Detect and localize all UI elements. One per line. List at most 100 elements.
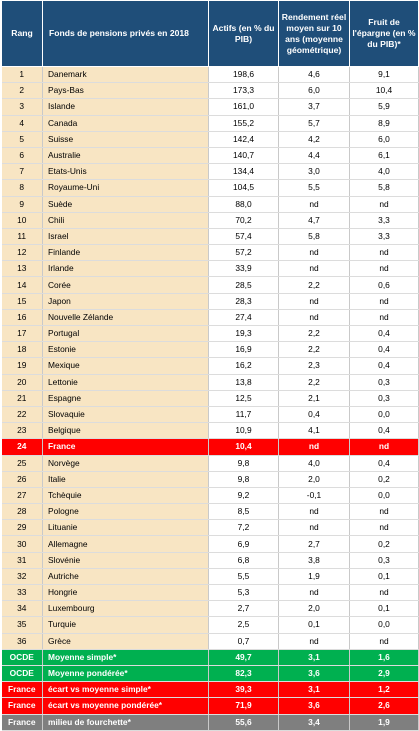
cell-rank: 19: [1, 357, 43, 375]
cell-savings: 8,9: [349, 115, 419, 132]
cell-savings: nd: [349, 309, 419, 327]
cell-assets: 2,7: [208, 600, 279, 618]
cell-savings: nd: [349, 519, 419, 537]
cell-savings: 0,0: [349, 616, 419, 634]
cell-assets: 16,2: [208, 357, 279, 375]
cell-savings: 0,0: [349, 406, 419, 424]
cell-assets: 82,3: [208, 665, 279, 683]
cell-savings: 1,6: [349, 649, 419, 666]
cell-name: Tchèquie: [42, 487, 209, 505]
table-row: France écart vs moyenne simple* 39,3 3,1 1,2: [1, 681, 419, 699]
cell-rank: 24: [1, 438, 43, 456]
cell-yield: 4,1: [278, 422, 350, 440]
table-row: 16 Nouvelle Zélande 27,4 nd nd: [1, 309, 419, 327]
table-row: 1 Danemark 198,6 4,6 9,1: [1, 66, 419, 84]
cell-name: Japon: [42, 293, 209, 310]
cell-savings: 0,3: [349, 390, 419, 407]
header-row: Rang Fonds de pensions privés en 2018 Ac…: [1, 0, 419, 67]
cell-rank: 22: [1, 406, 43, 424]
cell-rank: 4: [1, 115, 43, 132]
cell-rank: 20: [1, 374, 43, 391]
cell-rank: 26: [1, 471, 43, 488]
cell-name: Suisse: [42, 131, 209, 148]
cell-yield: 2,7: [278, 535, 350, 553]
cell-name: Chili: [42, 212, 209, 229]
cell-assets: 9,8: [208, 455, 279, 472]
cell-yield: 2,2: [278, 276, 350, 294]
cell-savings: nd: [349, 633, 419, 650]
table-header: Rang Fonds de pensions privés en 2018 Ac…: [1, 0, 419, 67]
cell-rank: 34: [1, 600, 43, 618]
cell-assets: 140,7: [208, 147, 279, 165]
cell-name: Allemagne: [42, 535, 209, 553]
cell-yield: 4,6: [278, 66, 350, 84]
cell-name: Moyenne pondérée*: [42, 665, 209, 683]
header-rank: Rang: [1, 0, 43, 67]
cell-yield: -0,1: [278, 487, 350, 505]
table-row: 30 Allemagne 6,9 2,7 0,2: [1, 535, 419, 553]
cell-savings: 0,0: [349, 487, 419, 505]
cell-assets: 5,3: [208, 584, 279, 602]
cell-yield: 3,1: [278, 681, 350, 699]
table-row: 27 Tchèquie 9,2 -0,1 0,0: [1, 487, 419, 505]
cell-yield: 2,1: [278, 390, 350, 407]
cell-assets: 161,0: [208, 98, 279, 116]
cell-rank: 18: [1, 341, 43, 359]
table-row: 9 Suède 88,0 nd nd: [1, 196, 419, 213]
cell-assets: 19,3: [208, 325, 279, 343]
cell-rank: OCDE: [1, 665, 43, 683]
header-savings: Fruit de l'épargne (en % du PIB)*: [349, 0, 419, 67]
cell-yield: nd: [278, 260, 350, 278]
cell-yield: 2,3: [278, 357, 350, 375]
cell-rank: 32: [1, 568, 43, 586]
cell-rank: 5: [1, 131, 43, 148]
cell-yield: 3,0: [278, 163, 350, 181]
cell-yield: 2,2: [278, 325, 350, 343]
cell-name: France: [42, 438, 209, 456]
cell-savings: 0,4: [349, 325, 419, 343]
cell-savings: nd: [349, 438, 419, 456]
table-row: France écart vs moyenne pondérée* 71,9 3,6 2…: [1, 697, 419, 715]
table-row: 32 Autriche 5,5 1,9 0,1: [1, 568, 419, 586]
cell-name: milieu de fourchette*: [42, 714, 209, 731]
cell-yield: 1,9: [278, 568, 350, 586]
cell-yield: nd: [278, 519, 350, 537]
cell-name: Australie: [42, 147, 209, 165]
cell-assets: 134,4: [208, 163, 279, 181]
cell-rank: OCDE: [1, 649, 43, 666]
cell-savings: nd: [349, 503, 419, 521]
cell-assets: 8,5: [208, 503, 279, 521]
cell-savings: 5,9: [349, 98, 419, 116]
table-row: 34 Luxembourg 2,7 2,0 0,1: [1, 600, 419, 618]
cell-rank: 28: [1, 503, 43, 521]
cell-rank: 23: [1, 422, 43, 440]
cell-savings: 4,0: [349, 163, 419, 181]
cell-name: Islande: [42, 98, 209, 116]
cell-assets: 198,6: [208, 66, 279, 84]
cell-assets: 33,9: [208, 260, 279, 278]
cell-assets: 6,8: [208, 552, 279, 569]
header-fund: Fonds de pensions privés en 2018: [42, 0, 209, 67]
cell-yield: 4,4: [278, 147, 350, 165]
cell-rank: 33: [1, 584, 43, 602]
table-row: 10 Chili 70,2 4,7 3,3: [1, 212, 419, 229]
cell-yield: 3,8: [278, 552, 350, 569]
cell-savings: nd: [349, 260, 419, 278]
cell-name: Israel: [42, 228, 209, 246]
cell-yield: 4,7: [278, 212, 350, 229]
table-row: 19 Mexique 16,2 2,3 0,4: [1, 357, 419, 375]
cell-savings: 9,1: [349, 66, 419, 84]
cell-savings: 0,2: [349, 535, 419, 553]
cell-name: Autriche: [42, 568, 209, 586]
cell-rank: 3: [1, 98, 43, 116]
table-row: 6 Australie 140,7 4,4 6,1: [1, 147, 419, 165]
cell-rank: 6: [1, 147, 43, 165]
cell-assets: 155,2: [208, 115, 279, 132]
cell-yield: 2,2: [278, 374, 350, 391]
cell-savings: 0,6: [349, 276, 419, 294]
table-row: 29 Lituanie 7,2 nd nd: [1, 519, 419, 537]
cell-savings: 2,9: [349, 665, 419, 683]
table-row: 13 Irlande 33,9 nd nd: [1, 260, 419, 278]
cell-assets: 27,4: [208, 309, 279, 327]
table-row: 11 Israel 57,4 5,8 3,3: [1, 228, 419, 246]
